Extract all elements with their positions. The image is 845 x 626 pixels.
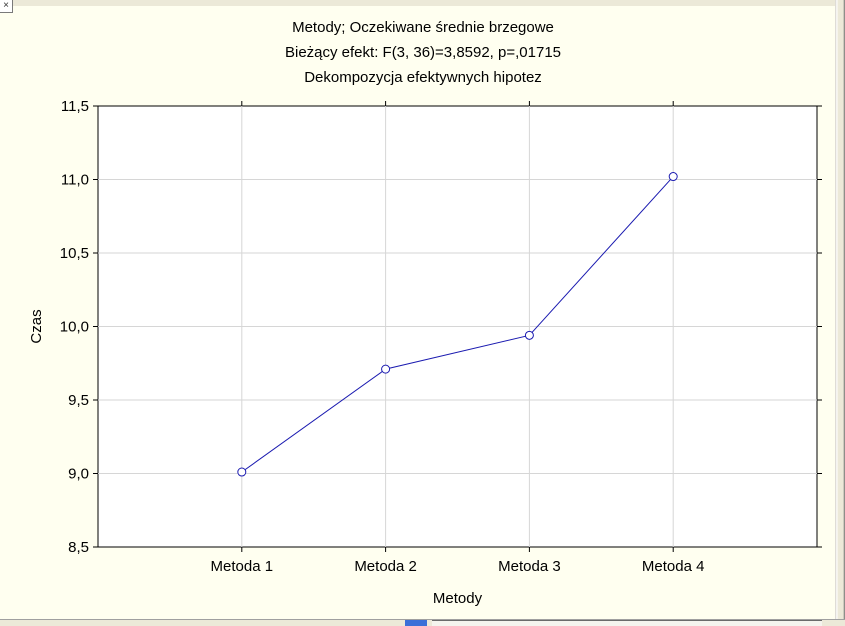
window-right-frame [835,0,845,626]
y-tick-label: 11,5 [61,98,89,115]
y-tick-label: 9,5 [68,392,89,409]
y-axis-label: Czas [28,309,45,343]
close-icon[interactable]: × [0,0,13,13]
data-point [381,364,391,374]
x-tick-label: Metoda 2 [354,558,417,575]
series-line [241,176,674,473]
data-point [668,172,678,182]
x-tick-label: Metoda 1 [211,558,274,575]
x-axis-ticks: Metoda 1 Metoda 2 Metoda 3 Metoda 4 [211,101,705,575]
y-tick-label: 8,5 [68,539,89,556]
series-group [237,172,678,477]
x-tick-label: Metoda 4 [642,558,705,575]
window-top-strip [0,0,845,6]
chart-title-group: Metody; Oczekiwane średnie brzegowe Bież… [285,19,561,86]
chart-title-line-3: Dekompozycja efektywnych hipotez [304,69,542,86]
chart-title-line-2: Bieżący efekt: F(3, 36)=3,8592, p=,01715 [285,44,561,61]
data-point [237,467,247,477]
chart-title-line-1: Metody; Oczekiwane średnie brzegowe [292,19,554,36]
y-axis-ticks: 8,5 9,0 9,5 10,0 10,5 11,0 11,5 [60,98,822,556]
x-axis-label: Metody [433,590,483,607]
y-tick-label: 9,0 [68,466,89,483]
data-point [524,330,534,340]
y-tick-label: 11,0 [61,172,89,189]
horizontal-scrollbar[interactable] [432,620,822,626]
y-tick-label: 10,0 [60,319,89,336]
x-tick-label: Metoda 3 [498,558,561,575]
scroll-thumb[interactable] [405,620,427,626]
y-tick-label: 10,5 [60,245,89,262]
